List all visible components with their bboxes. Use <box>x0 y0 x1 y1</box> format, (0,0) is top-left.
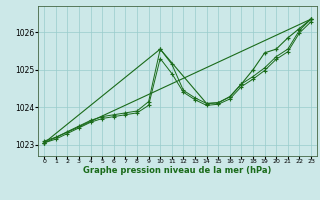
X-axis label: Graphe pression niveau de la mer (hPa): Graphe pression niveau de la mer (hPa) <box>84 166 272 175</box>
